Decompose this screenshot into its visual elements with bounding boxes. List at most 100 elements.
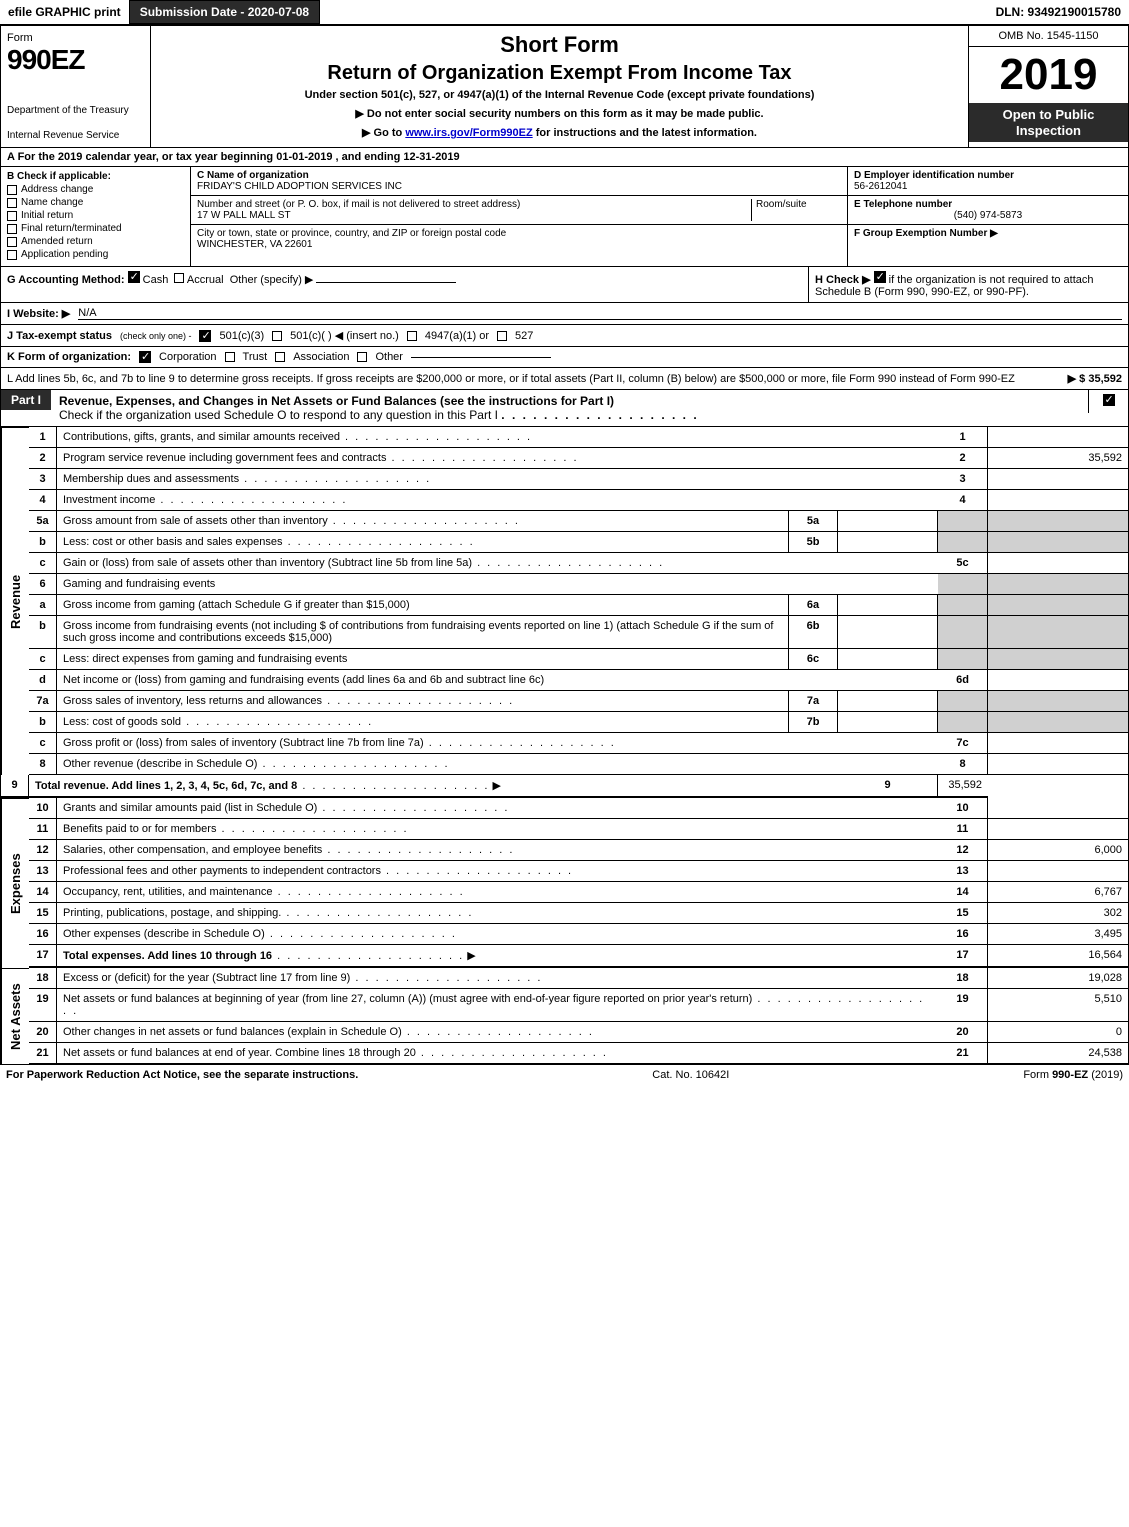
ln5a-subval	[838, 511, 938, 532]
form-number: 990EZ	[7, 44, 144, 76]
ln14-r: 14	[938, 882, 988, 903]
ln14-desc: Occupancy, rent, utilities, and maintena…	[57, 882, 938, 903]
chk-assoc[interactable]	[275, 352, 285, 362]
under-section: Under section 501(c), 527, or 4947(a)(1)…	[159, 89, 960, 101]
ln12-num: 12	[29, 840, 57, 861]
ssn-notice: ▶ Do not enter social security numbers o…	[159, 107, 960, 120]
chk-name-change[interactable]	[7, 198, 17, 208]
chk-schedule-o[interactable]	[1103, 394, 1115, 406]
ln7b-sub: 7b	[788, 712, 838, 733]
ln6c-subval	[838, 649, 938, 670]
ln9-val: 35,592	[938, 775, 988, 798]
ln7a-shade1	[938, 691, 988, 712]
ln17-num: 17	[29, 945, 57, 968]
ln21-r: 21	[938, 1043, 988, 1064]
g-other-input[interactable]	[316, 282, 456, 283]
ln21-val: 24,538	[988, 1043, 1128, 1064]
ln2-val: 35,592	[988, 448, 1128, 469]
line-a-end: 12-31-2019	[403, 151, 459, 163]
k-other-input[interactable]	[411, 357, 551, 358]
chk-527[interactable]	[497, 331, 507, 341]
chk-application-pending[interactable]	[7, 250, 17, 260]
chk-trust[interactable]	[225, 352, 235, 362]
line-i: I Website: ▶ N/A	[0, 303, 1129, 325]
ln1-num: 1	[29, 427, 57, 448]
d-label: D Employer identification number	[854, 170, 1122, 181]
ln8-val	[988, 754, 1128, 775]
chk-other[interactable]	[357, 352, 367, 362]
k-other: Other	[375, 351, 403, 363]
ln18-r: 18	[938, 968, 988, 989]
footer-left: For Paperwork Reduction Act Notice, see …	[6, 1069, 358, 1081]
j-opt1: 501(c)(3)	[219, 330, 264, 342]
ln16-desc: Other expenses (describe in Schedule O)	[57, 924, 938, 945]
short-form-title: Short Form	[159, 32, 960, 58]
ln4-num: 4	[29, 490, 57, 511]
ln6a-shade2	[988, 595, 1128, 616]
ln2-r: 2	[938, 448, 988, 469]
ln3-r: 3	[938, 469, 988, 490]
ln3-num: 3	[29, 469, 57, 490]
form-header: Form 990EZ Department of the Treasury In…	[0, 25, 1129, 148]
lbl-amended-return: Amended return	[21, 236, 93, 247]
section-c: C Name of organization FRIDAY'S CHILD AD…	[191, 167, 848, 266]
ln6c-num: c	[29, 649, 57, 670]
section-def: D Employer identification number 56-2612…	[848, 167, 1128, 266]
chk-initial-return[interactable]	[7, 211, 17, 221]
line-a: A For the 2019 calendar year, or tax yea…	[0, 148, 1129, 167]
phone: (540) 974-5873	[854, 210, 1122, 221]
ln14-num: 14	[29, 882, 57, 903]
chk-corp[interactable]	[139, 351, 151, 363]
main-title: Return of Organization Exempt From Incom…	[159, 62, 960, 85]
ln7c-r: 7c	[938, 733, 988, 754]
j-opt4: 527	[515, 330, 533, 342]
ln6c-shade1	[938, 649, 988, 670]
ln9-num: 9	[1, 775, 29, 798]
c-name-label: C Name of organization	[197, 170, 841, 181]
chk-amended-return[interactable]	[7, 237, 17, 247]
chk-accrual[interactable]	[174, 273, 184, 283]
ln19-num: 19	[29, 989, 57, 1022]
ln3-val	[988, 469, 1128, 490]
part1-tag: Part I	[1, 390, 51, 410]
city-state-zip: WINCHESTER, VA 22601	[197, 239, 841, 250]
ln20-r: 20	[938, 1022, 988, 1043]
chk-cash[interactable]	[128, 271, 140, 283]
tax-year: 2019	[969, 47, 1128, 103]
ln6d-desc: Net income or (loss) from gaming and fun…	[57, 670, 938, 691]
ln7b-desc: Less: cost of goods sold	[57, 712, 788, 733]
line-j: J Tax-exempt status (check only one) - 5…	[0, 325, 1129, 347]
chk-final-return[interactable]	[7, 224, 17, 234]
info-grid: B Check if applicable: Address change Na…	[0, 167, 1129, 267]
website-value: N/A	[78, 307, 1122, 320]
chk-501c3[interactable]	[199, 330, 211, 342]
ln7a-shade2	[988, 691, 1128, 712]
k-corp: Corporation	[159, 351, 216, 363]
goto-link[interactable]: www.irs.gov/Form990EZ	[405, 127, 532, 139]
ln12-val: 6,000	[988, 840, 1128, 861]
lbl-application-pending: Application pending	[21, 249, 108, 260]
ln18-val: 19,028	[988, 968, 1128, 989]
j-sub: (check only one) -	[120, 331, 192, 341]
dln-label: DLN: 93492190015780	[988, 1, 1129, 23]
submission-date-button[interactable]: Submission Date - 2020-07-08	[129, 0, 320, 24]
ln7b-subval	[838, 712, 938, 733]
ln15-num: 15	[29, 903, 57, 924]
chk-501c[interactable]	[272, 331, 282, 341]
ln8-r: 8	[938, 754, 988, 775]
ln10-desc: Grants and similar amounts paid (list in…	[57, 798, 938, 819]
chk-address-change[interactable]	[7, 185, 17, 195]
chk-4947[interactable]	[407, 331, 417, 341]
ln6b-num: b	[29, 616, 57, 649]
line-gh: G Accounting Method: Cash Accrual Other …	[0, 267, 1129, 303]
lbl-final-return: Final return/terminated	[21, 223, 122, 234]
header-right: OMB No. 1545-1150 2019 Open to Public In…	[968, 26, 1128, 147]
header-left: Form 990EZ Department of the Treasury In…	[1, 26, 151, 147]
ln4-r: 4	[938, 490, 988, 511]
ln6d-num: d	[29, 670, 57, 691]
ln13-val	[988, 861, 1128, 882]
footer: For Paperwork Reduction Act Notice, see …	[0, 1065, 1129, 1085]
chk-h[interactable]	[874, 271, 886, 283]
ln5b-subval	[838, 532, 938, 553]
ln6b-subval	[838, 616, 938, 649]
